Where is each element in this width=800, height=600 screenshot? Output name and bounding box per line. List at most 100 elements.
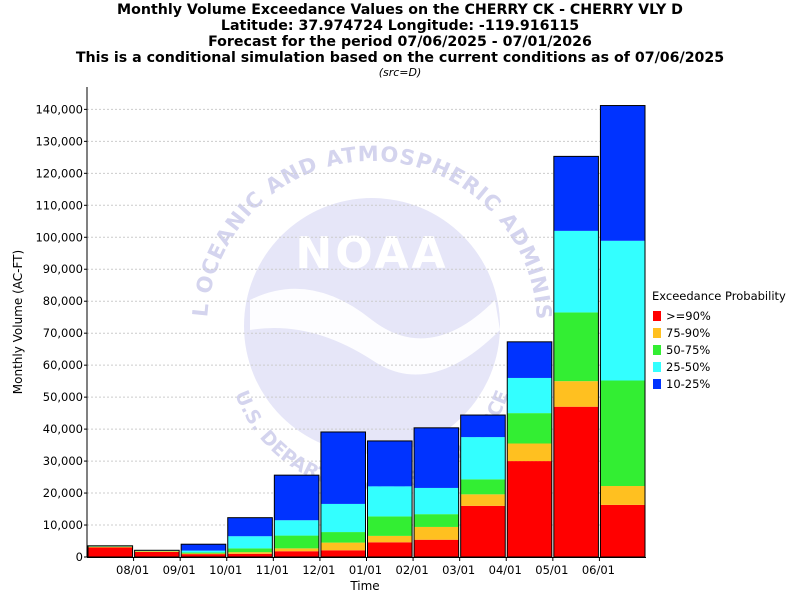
x-tick-label: 09/01 — [163, 563, 196, 577]
x-tick-label: 12/01 — [302, 563, 335, 577]
bar-stack-12/2025 — [320, 431, 366, 558]
bar-segment — [367, 535, 413, 543]
bar-stack-09/2025 — [180, 543, 227, 558]
x-tick-label: 05/01 — [535, 563, 568, 577]
bar-segment — [507, 341, 552, 378]
bar-segment — [274, 551, 319, 557]
chart-subtitle: (src=D) — [378, 66, 422, 79]
legend-swatch — [653, 378, 661, 389]
bar-segment — [600, 380, 645, 487]
y-tick-label: 30,000 — [43, 454, 83, 468]
chart-title-line-1: Monthly Volume Exceedance Values on the … — [117, 2, 683, 18]
bar-segment — [553, 381, 599, 407]
bar-segment — [367, 542, 413, 557]
watermark-noaa-logo: NOAA — [295, 228, 448, 279]
bar-segment — [414, 514, 459, 527]
bar-segment — [600, 504, 645, 557]
bar-segment — [600, 105, 645, 241]
bar-segment — [414, 539, 459, 557]
bar-segment — [227, 552, 273, 554]
y-tick-label: 90,000 — [43, 262, 83, 276]
bar-segment — [553, 230, 599, 313]
bar-segment — [227, 553, 273, 557]
bar-segment — [507, 413, 552, 444]
bar-segment — [367, 486, 413, 517]
y-tick-label: 120,000 — [35, 166, 83, 180]
bar-segment — [274, 520, 319, 536]
x-tick-label: 04/01 — [489, 563, 522, 577]
y-axis-label: Monthly Volume (AC-FT) — [11, 250, 25, 394]
x-tick-label: 06/01 — [582, 563, 615, 577]
y-tick-label: 100,000 — [35, 230, 83, 244]
bar-segment — [460, 494, 506, 506]
bar-stack-05/2026 — [553, 155, 599, 558]
bar-segment — [181, 550, 226, 553]
legend-item: 75-90% — [652, 324, 786, 341]
legend-label: 50-75% — [666, 342, 711, 357]
bar-segment — [134, 551, 180, 552]
bar-segment — [181, 552, 226, 554]
bar-segment — [320, 550, 366, 557]
x-axis-label: Time — [349, 579, 379, 593]
bar-segment — [507, 443, 552, 462]
bar-stack-10/2025 — [227, 517, 273, 558]
chart-title-line-3: Forecast for the period 07/06/2025 - 07/… — [208, 34, 592, 50]
x-tick-label: 08/01 — [116, 563, 149, 577]
legend-label: 10-25% — [666, 376, 711, 391]
y-tick-label: 80,000 — [43, 294, 83, 308]
bar-stack-08/2025 — [134, 549, 180, 558]
legend-items: >=90% 75-90% 50-75% 25-50% 10-25% — [652, 307, 786, 392]
x-tick-label: 01/01 — [349, 563, 382, 577]
bar-segment — [414, 487, 459, 515]
bar-segment — [227, 548, 273, 553]
legend-label: 25-50% — [666, 359, 711, 374]
y-tick-label: 110,000 — [35, 198, 83, 212]
bar-segment — [367, 516, 413, 536]
chart-title-line-2: Latitude: 37.974724 Longitude: -119.9161… — [220, 18, 580, 34]
bar-segment — [88, 546, 133, 548]
bar-segment — [367, 440, 413, 487]
y-tick-label: 60,000 — [43, 358, 83, 372]
y-tick-label: 40,000 — [43, 422, 83, 436]
bar-stack-04/2026 — [506, 341, 553, 558]
bar-segment — [460, 505, 506, 557]
legend-item: 10-25% — [652, 375, 786, 392]
legend: Exceedance Probability >=90% 75-90% 50-75%… — [652, 289, 786, 392]
bar-segment — [134, 551, 180, 557]
bar-segment — [460, 479, 506, 495]
bar-segment — [181, 544, 226, 551]
bar-segment — [553, 156, 599, 231]
legend-item: 50-75% — [652, 341, 786, 358]
legend-swatch — [653, 361, 661, 372]
bar-stack-07/2025 — [87, 545, 134, 558]
legend-title: Exceedance Probability — [652, 289, 786, 303]
bar-segment — [414, 427, 459, 488]
bars-layer — [87, 105, 646, 558]
bar-segment — [181, 553, 226, 555]
legend-swatch — [653, 327, 661, 338]
x-tick-label: 11/01 — [256, 563, 289, 577]
y-tick-label: 140,000 — [35, 102, 83, 116]
bar-segment — [274, 535, 319, 549]
bar-segment — [507, 377, 552, 414]
watermark-gull — [250, 288, 500, 375]
chart-title-line-4: This is a conditional simulation based o… — [75, 50, 725, 66]
y-tick-label: 70,000 — [43, 326, 83, 340]
bar-segment — [553, 406, 599, 557]
bar-segment — [227, 517, 273, 537]
bar-segment — [181, 554, 226, 557]
bar-stack-03/2026 — [460, 414, 506, 558]
y-tick-label: 130,000 — [35, 134, 83, 148]
bar-stack-06/2026 — [599, 105, 646, 558]
bar-stack-02/2026 — [413, 427, 460, 558]
bar-segment — [414, 526, 459, 540]
bar-segment — [227, 536, 273, 549]
x-tick-label: 10/01 — [209, 563, 242, 577]
y-tick-label: 10,000 — [43, 518, 83, 532]
bar-stack-01/2026 — [367, 440, 413, 558]
bar-segment — [600, 486, 645, 505]
bar-segment — [320, 503, 366, 533]
bar-segment — [88, 547, 133, 557]
axes: 0 10,000 20,000 30,000 40,000 50,000 60,000 70,… — [35, 87, 646, 577]
